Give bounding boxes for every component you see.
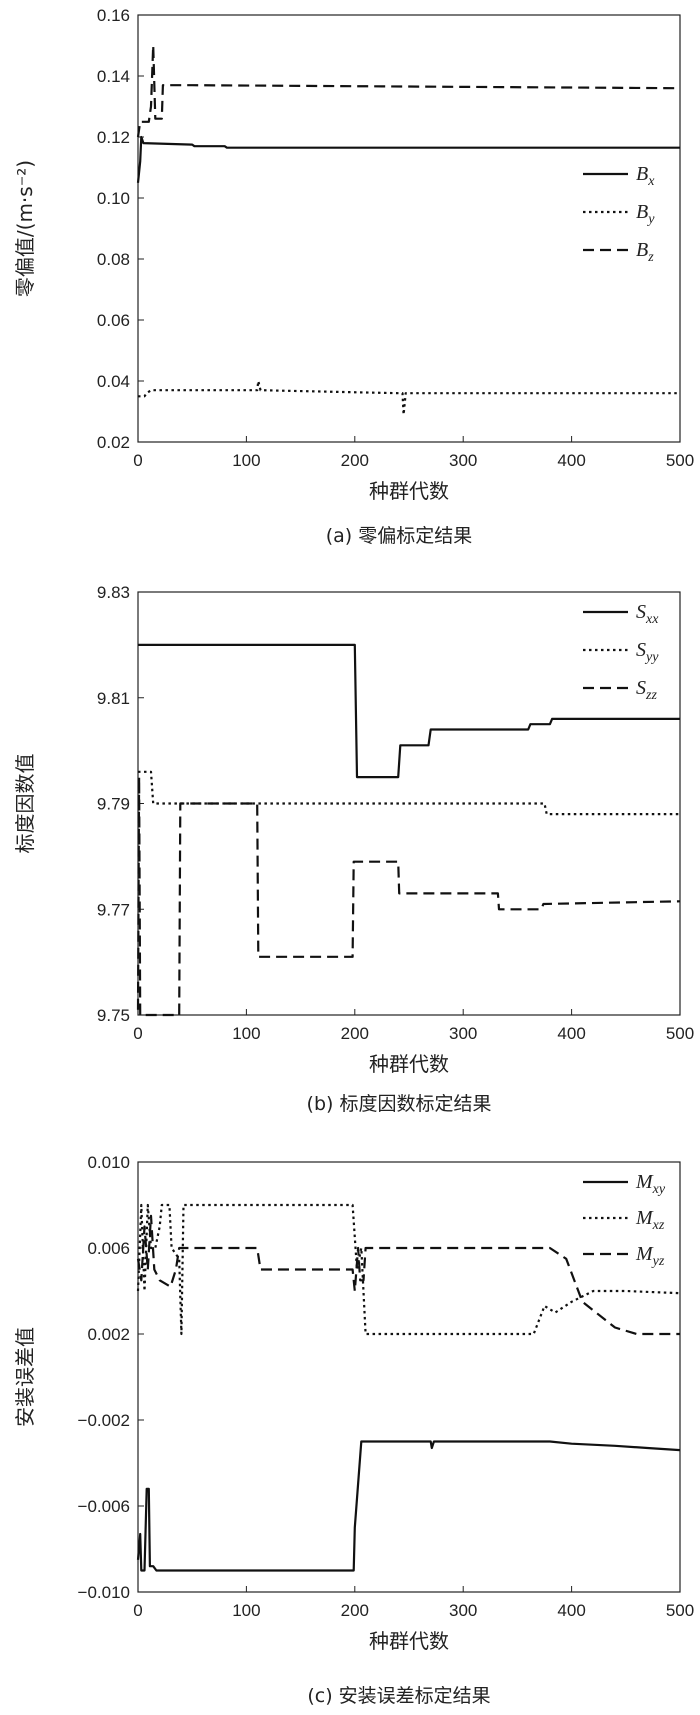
y-tick-label: 9.77 bbox=[97, 900, 130, 919]
x-axis-label: 种群代数 bbox=[369, 479, 449, 503]
x-tick-label: 400 bbox=[557, 451, 585, 470]
legend-label-s-yy: Syy bbox=[636, 639, 659, 665]
series-line-s-zz bbox=[136, 775, 681, 1017]
legend-label-m-yz: Myz bbox=[635, 1243, 665, 1269]
series-line-b-x bbox=[136, 135, 680, 183]
x-axis-label: 种群代数 bbox=[369, 1052, 449, 1076]
x-tick-label: 300 bbox=[449, 1601, 477, 1620]
y-axis-label: 标度因数值 bbox=[13, 754, 37, 854]
y-tick-label: 0.006 bbox=[87, 1239, 130, 1258]
chart-panel-b: 0 100 200 300 400 500 9.75 9.77 9.79 9.81 9.83 种群代数… bbox=[13, 583, 694, 1115]
y-tick-label: −0.002 bbox=[78, 1411, 130, 1430]
chart-panel-a: 0 100 200 300 400 500 0.02 0.04 0.06 0.08 0.10 0.12… bbox=[13, 6, 694, 547]
y-tick-label: 9.81 bbox=[97, 689, 130, 708]
legend-label-s-xx: Sxx bbox=[636, 601, 659, 627]
x-tick-label: 400 bbox=[557, 1601, 585, 1620]
x-tick-label: 100 bbox=[232, 451, 260, 470]
y-tick-label: −0.006 bbox=[78, 1497, 130, 1516]
y-tick-label: 0.002 bbox=[87, 1325, 130, 1344]
x-tick-label: 200 bbox=[341, 451, 369, 470]
plot-frame-a bbox=[137, 14, 681, 443]
y-tick-label: 0.16 bbox=[97, 6, 130, 25]
x-tick-label: 0 bbox=[133, 451, 142, 470]
y-tick-label: 0.06 bbox=[97, 311, 130, 330]
legend-label-m-xz: Mxz bbox=[635, 1207, 665, 1233]
series-line-b-y bbox=[138, 379, 680, 416]
chart-caption: (c) 安装误差标定结果 bbox=[307, 1685, 490, 1707]
y-tick-label: 0.04 bbox=[97, 372, 130, 391]
x-tick-label: 100 bbox=[232, 1601, 260, 1620]
y-tick-label: 9.75 bbox=[97, 1006, 130, 1025]
x-axis-label: 种群代数 bbox=[369, 1629, 449, 1653]
plot-frame-c bbox=[137, 1161, 681, 1593]
x-tick-label: 0 bbox=[133, 1024, 142, 1043]
y-tick-label: −0.010 bbox=[78, 1583, 130, 1602]
x-tick-label: 300 bbox=[449, 1024, 477, 1043]
x-tick-label: 300 bbox=[449, 451, 477, 470]
y-tick-label: 0.010 bbox=[87, 1153, 130, 1172]
legend-label-b-z: Bz bbox=[636, 239, 654, 265]
y-tick-label: 0.14 bbox=[97, 67, 130, 86]
chart-panel-c: 0 100 200 300 400 500 −0.010 −0.006 −0.002 0.002 0… bbox=[13, 1153, 694, 1707]
x-tick-label: 200 bbox=[341, 1601, 369, 1620]
legend-label-b-y: By bbox=[636, 201, 655, 227]
x-tick-label: 500 bbox=[666, 451, 694, 470]
x-tick-label: 0 bbox=[133, 1601, 142, 1620]
legend-label-m-xy: Mxy bbox=[635, 1171, 666, 1197]
chart-caption: (b) 标度因数标定结果 bbox=[307, 1093, 492, 1115]
series-line-m-xz bbox=[136, 1203, 681, 1336]
x-tick-label: 400 bbox=[557, 1024, 585, 1043]
x-tick-label: 200 bbox=[341, 1024, 369, 1043]
y-tick-label: 9.83 bbox=[97, 583, 130, 602]
series-line-s-xx bbox=[138, 643, 680, 779]
x-tick-label: 100 bbox=[232, 1024, 260, 1043]
y-tick-label: 0.08 bbox=[97, 250, 130, 269]
series-line-b-z bbox=[136, 44, 681, 138]
y-axis-label: 零偏值/(m·s⁻²) bbox=[13, 160, 37, 297]
x-tick-label: 500 bbox=[666, 1024, 694, 1043]
x-tick-label: 500 bbox=[666, 1601, 694, 1620]
y-tick-label: 0.10 bbox=[97, 189, 130, 208]
series-line-s-yy bbox=[138, 770, 680, 816]
y-axis-label: 安装误差值 bbox=[13, 1327, 37, 1427]
series-line-m-yz bbox=[136, 1214, 680, 1336]
legend-label-b-x: Bx bbox=[636, 163, 655, 189]
y-tick-label: 9.79 bbox=[97, 795, 130, 814]
chart-caption: (a) 零偏标定结果 bbox=[326, 525, 473, 547]
y-tick-label: 0.12 bbox=[97, 128, 130, 147]
y-tick-label: 0.02 bbox=[97, 433, 130, 452]
legend-label-s-zz: Szz bbox=[636, 677, 657, 703]
series-line-m-xy bbox=[136, 1440, 681, 1572]
